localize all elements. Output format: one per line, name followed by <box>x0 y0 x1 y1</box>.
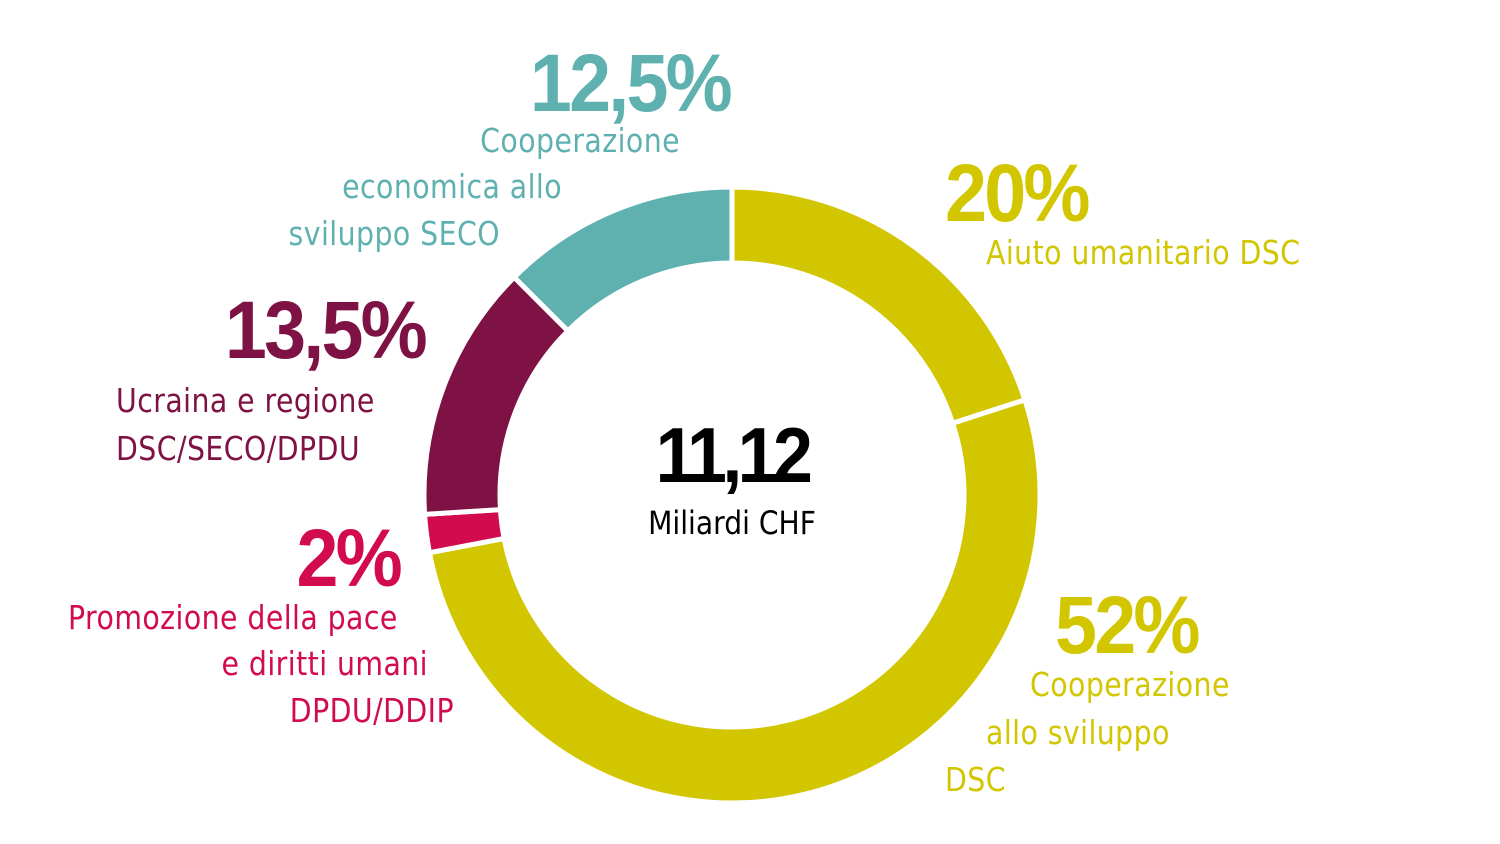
label-promozione-description-3: DPDU/DDIP <box>100 688 454 734</box>
percent-value: 2% <box>296 513 402 604</box>
label-seco-percent: 12,5% <box>420 38 733 129</box>
label-seco-description-3: sviluppo SECO <box>100 211 500 257</box>
label-cooperazione-percent: 52% <box>1055 582 1210 670</box>
label-line: sviluppo SECO <box>288 214 500 253</box>
label-cooperazione-description-3: DSC <box>945 757 1016 803</box>
label-line: DPDU/DDIP <box>289 691 454 730</box>
label-cooperazione-description-2: allo sviluppo <box>986 710 1200 756</box>
label-seco-description-2: economica allo <box>100 164 562 210</box>
label-line: allo sviluppo <box>986 713 1170 752</box>
label-ucraina-percent: 13,5% <box>100 285 428 376</box>
label-aiuto-description: Aiuto umanitario DSC <box>986 230 1352 276</box>
percent-value: 52% <box>1055 580 1200 671</box>
label-line: Cooperazione <box>1030 665 1230 704</box>
percent-value: 20% <box>945 148 1090 239</box>
segment-seco <box>510 184 735 335</box>
label-promozione-percent: 2% <box>100 513 402 604</box>
percent-value: 12,5% <box>529 38 733 129</box>
label-line: Aiuto umanitario DSC <box>986 233 1301 272</box>
label-line: DSC <box>945 760 1006 799</box>
label-line: Ucraina e regione <box>116 381 375 420</box>
label-cooperazione-description: Cooperazione <box>1030 662 1262 708</box>
label-aiuto-percent: 20% <box>945 150 1100 238</box>
label-promozione-description: Promozione della pace <box>68 595 452 641</box>
label-promozione-description-2: e diritti umani <box>100 641 428 687</box>
donut-segments <box>421 184 1043 806</box>
label-ucraina-description-2: DSC/SECO/DPDU <box>116 426 400 472</box>
label-seco-description: Cooperazione <box>200 118 680 164</box>
label-line: DSC/SECO/DPDU <box>116 429 361 468</box>
label-line: Cooperazione <box>480 121 680 160</box>
label-ucraina-description: Ucraina e regione <box>116 378 417 424</box>
center-total-unit: Miliardi CHF <box>648 504 816 542</box>
center-total-value: 11,12 <box>655 411 813 499</box>
percent-value: 13,5% <box>224 285 428 376</box>
label-line: e diritti umani <box>221 644 428 683</box>
label-line: economica allo <box>342 167 562 206</box>
segment-cooperazione-sviluppo <box>426 396 1043 806</box>
label-line: Promozione della pace <box>68 598 398 637</box>
